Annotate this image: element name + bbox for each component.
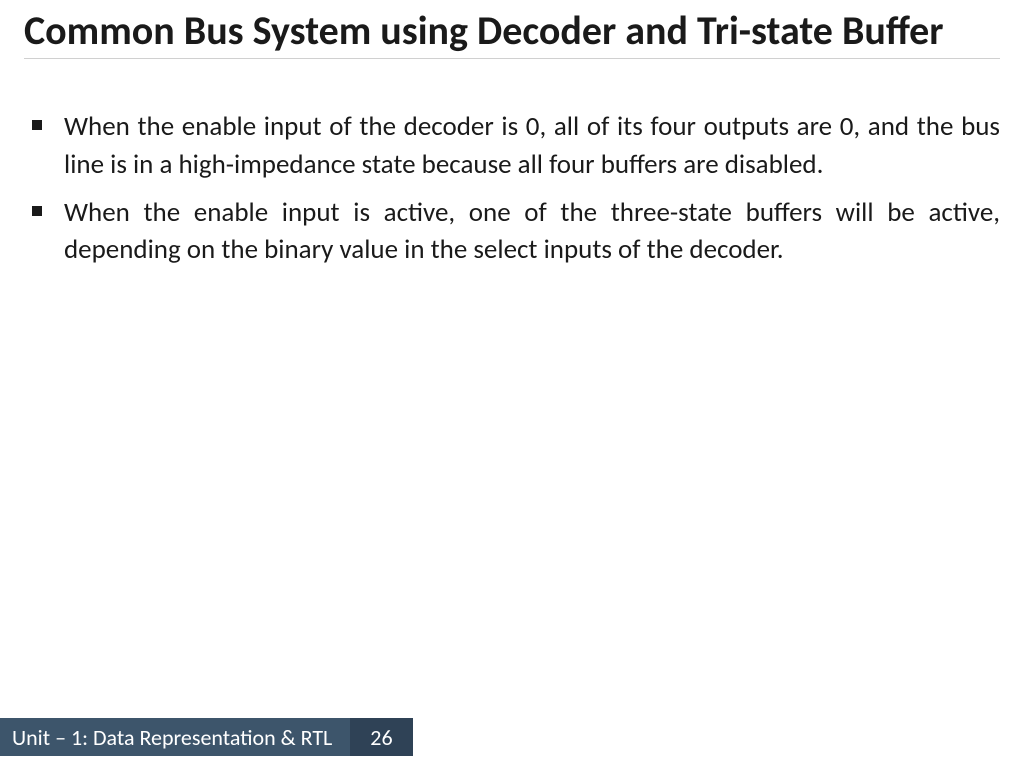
bullet-text: When the enable input of the decoder is … [64, 108, 1000, 184]
footer-page-number: 26 [350, 718, 412, 756]
slide-footer: Unit – 1: Data Representation & RTL 26 [0, 718, 413, 756]
slide-body: When the enable input of the decoder is … [24, 108, 1000, 279]
bullet-item: When the enable input of the decoder is … [24, 108, 1000, 184]
slide: Common Bus System using Decoder and Tri-… [0, 0, 1024, 768]
footer-unit-label: Unit – 1: Data Representation & RTL [0, 718, 350, 756]
bullet-item: When the enable input is active, one of … [24, 194, 1000, 270]
square-bullet-icon [32, 206, 42, 216]
bullet-text: When the enable input is active, one of … [64, 194, 1000, 270]
slide-title: Common Bus System using Decoder and Tri-… [24, 8, 1000, 59]
square-bullet-icon [32, 120, 42, 130]
